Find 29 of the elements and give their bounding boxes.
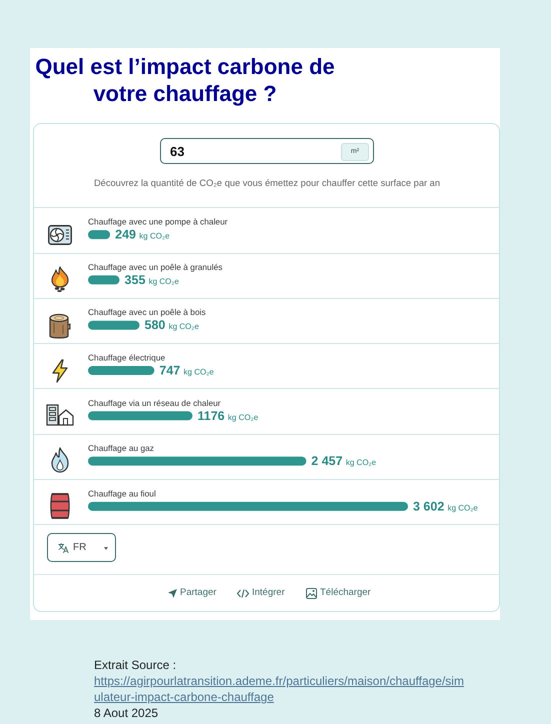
y-tick-label: Chauffage via un réseau de chaleur — [88, 398, 221, 408]
data-label: 580 kg CO₂e — [144, 318, 200, 332]
language-dropdown: FR — [47, 533, 116, 562]
chart-subtitle: Découvrez la quantité de CO₂e que vous émettez pour chauffer cette surface par an — [92, 177, 442, 189]
data-label: 747 kg CO₂e — [159, 364, 214, 378]
bar — [88, 502, 408, 511]
text: Extrait Source : — [94, 658, 176, 672]
bar — [88, 456, 306, 466]
y-tick-label: Chauffage avec une pompe à chaleur — [88, 216, 228, 227]
text: https://agirpourlatransition.ademe.fr/particuliers/maison/chauffage/simulateur-impact-carbone-chauffage — [94, 674, 464, 704]
data-label: 3 602 kg CO₂e — [413, 499, 478, 514]
bar — [88, 411, 192, 420]
chart-title: Quel est l’impact carbone de votre chauffage ? — [34, 53, 336, 107]
y-tick-label: Chauffage avec un poêle à granulés — [88, 262, 222, 272]
data-label: 249 kg CO₂e — [115, 228, 170, 242]
bar — [88, 275, 120, 284]
data-label: 2 457 kg CO₂e — [311, 454, 377, 468]
data-label: 1176 kg CO₂e — [197, 408, 259, 423]
y-tick-label: Chauffage au fioul — [88, 488, 156, 498]
text: Intégrer — [252, 587, 285, 598]
text: Télécharger — [320, 587, 371, 598]
bar — [88, 320, 140, 330]
bar — [88, 366, 154, 375]
text: Partager — [180, 587, 216, 598]
y-tick-label: Chauffage électrique — [88, 352, 166, 362]
y-tick-label: Chauffage avec un poêle à bois — [88, 307, 206, 318]
y-tick-label: Chauffage au gaz — [88, 443, 154, 454]
text: 8 Aout 2025 — [94, 706, 158, 720]
data-label: 355 kg CO₂e — [124, 272, 180, 287]
